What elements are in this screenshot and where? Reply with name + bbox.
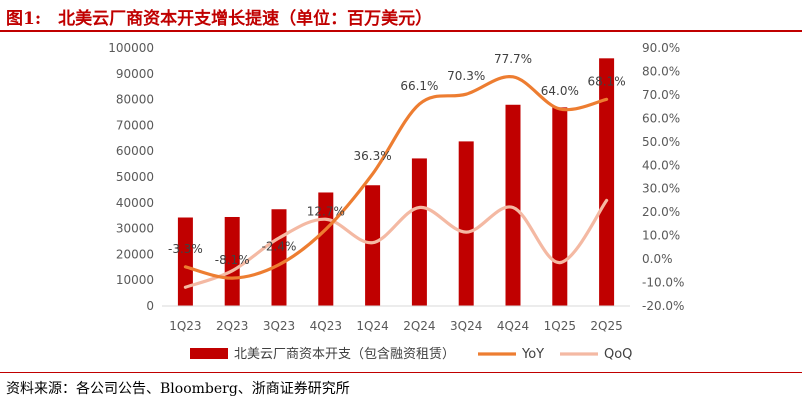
capex-bar xyxy=(552,107,568,306)
yoy-data-label: -8.1% xyxy=(215,253,250,267)
yoy-data-label: 12.7% xyxy=(307,204,345,218)
x-tick-label: 2Q24 xyxy=(403,319,435,333)
right-axis-tick-label: -20.0% xyxy=(642,299,684,313)
x-tick-label: 1Q24 xyxy=(356,319,388,333)
x-tick-label: 4Q23 xyxy=(310,319,342,333)
right-axis-tick-label: 40.0% xyxy=(642,158,680,172)
chart-legend: 北美云厂商资本开支（包含融资租赁） YoY QoQ xyxy=(190,346,632,362)
capex-bar xyxy=(177,217,193,306)
capex-bar xyxy=(411,158,427,306)
right-axis-tick-label: -10.0% xyxy=(642,276,684,290)
right-axis-tick-label: 20.0% xyxy=(642,205,680,219)
capex-bar xyxy=(458,141,474,306)
capex-bar xyxy=(599,58,615,306)
left-axis-tick-label: 10000 xyxy=(116,273,154,287)
x-tick-label: 3Q23 xyxy=(263,319,295,333)
figure-title: 图1: 北美云厂商资本开支增长提速（单位：百万美元） xyxy=(6,9,433,29)
source-note: 资料来源：各公司公告、Bloomberg、浙商证券研究所 xyxy=(6,381,350,397)
yoy-data-labels: -3.3% -8.1% -2.4% 12.7% 36.3% 66.1% 70.3% 77.7%… xyxy=(168,52,626,267)
right-axis-tick-label: 90.0% xyxy=(642,41,680,55)
right-axis-tick-label: 10.0% xyxy=(642,229,680,243)
x-tick-label: 3Q24 xyxy=(450,319,482,333)
capex-bars xyxy=(162,58,630,307)
yoy-data-label: 70.3% xyxy=(447,69,485,83)
yoy-line xyxy=(183,75,609,280)
left-axis-tick-label: 50000 xyxy=(116,170,154,184)
left-axis-tick-label: 60000 xyxy=(116,144,154,158)
right-axis-tick-label: 30.0% xyxy=(642,182,680,196)
yoy-data-label: 66.1% xyxy=(400,79,438,93)
left-axis-tick-label: 80000 xyxy=(116,93,154,107)
right-axis-tick-label: 0.0% xyxy=(642,252,673,266)
qoq-line xyxy=(183,198,609,289)
left-axis-tick-label: 20000 xyxy=(116,247,154,261)
x-tick-label: 4Q24 xyxy=(497,319,529,333)
left-axis: 0 10000 20000 30000 40000 50000 60000 70000 8000… xyxy=(108,41,154,313)
legend-label-yoy: YoY xyxy=(521,347,544,362)
left-axis-tick-label: 40000 xyxy=(116,196,154,210)
yoy-data-label: 77.7% xyxy=(494,52,532,66)
growth-lines xyxy=(183,75,609,289)
legend-swatch-capex xyxy=(190,348,228,359)
left-axis-tick-label: 100000 xyxy=(108,41,154,55)
left-axis-tick-label: 30000 xyxy=(116,222,154,236)
yoy-data-label: 64.0% xyxy=(541,84,579,98)
yoy-data-label: 36.3% xyxy=(354,149,392,163)
x-tick-label: 1Q25 xyxy=(544,319,576,333)
x-tick-label: 2Q25 xyxy=(590,319,622,333)
right-axis-tick-label: 70.0% xyxy=(642,88,680,102)
capex-bar xyxy=(365,185,381,306)
yoy-data-label: 68.1% xyxy=(588,74,626,88)
title-divider xyxy=(0,30,802,32)
figure-header: 图1: 北美云厂商资本开支增长提速（单位：百万美元） xyxy=(0,0,802,30)
left-axis-tick-label: 90000 xyxy=(116,67,154,81)
capex-bar xyxy=(224,216,240,306)
left-axis-tick-label: 0 xyxy=(146,299,154,313)
capex-bar xyxy=(271,209,287,306)
source-divider xyxy=(0,372,802,373)
capex-bar xyxy=(505,104,521,306)
yoy-data-label: -2.4% xyxy=(262,240,297,254)
legend-label-qoq: QoQ xyxy=(604,347,632,362)
legend-label-capex: 北美云厂商资本开支（包含融资租赁） xyxy=(234,346,455,362)
right-axis: -20.0% -10.0% 0.0% 10.0% 20.0% 30.0% 40.0% 50.0… xyxy=(642,41,684,313)
left-axis-tick-label: 70000 xyxy=(116,118,154,132)
x-tick-label: 1Q23 xyxy=(169,319,201,333)
right-axis-tick-label: 80.0% xyxy=(642,64,680,78)
x-axis-labels: 1Q23 2Q23 3Q23 4Q23 1Q24 2Q24 3Q24 4Q24 1Q25 2Q25 xyxy=(169,319,623,333)
yoy-data-label: -3.3% xyxy=(168,242,203,256)
right-axis-tick-label: 50.0% xyxy=(642,135,680,149)
capex-chart: 0 10000 20000 30000 40000 50000 60000 70000 8000… xyxy=(108,41,684,362)
x-tick-label: 2Q23 xyxy=(216,319,248,333)
right-axis-tick-label: 60.0% xyxy=(642,111,680,125)
